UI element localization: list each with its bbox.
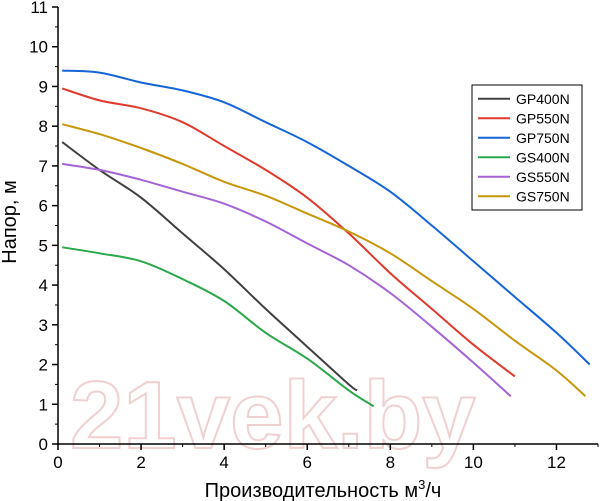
x-tick-label-10: 10 — [464, 453, 483, 472]
legend-label-gs750n: GS750N — [516, 188, 570, 204]
x-tick-label-8: 8 — [386, 453, 395, 472]
y-tick-label-7: 7 — [39, 157, 48, 176]
series-line-gs550n — [62, 162, 512, 398]
x-tick-label-12: 12 — [547, 453, 566, 472]
legend-label-gs400n: GS400N — [516, 149, 570, 165]
y-axis-title: Напор, м — [0, 180, 21, 264]
y-tick-label-4: 4 — [39, 276, 48, 295]
legend-box — [471, 84, 583, 211]
y-tick-label-8: 8 — [39, 117, 48, 136]
watermark: 21vek.by — [70, 362, 476, 469]
y-tick-label-3: 3 — [39, 316, 48, 335]
legend-label-gp750n: GP750N — [516, 130, 570, 146]
y-tick-label-5: 5 — [39, 236, 48, 255]
legend-label-gp400n: GP400N — [516, 91, 570, 107]
y-tick-label-6: 6 — [39, 197, 48, 216]
y-tick-label-11: 11 — [30, 0, 48, 17]
y-tick-label-2: 2 — [39, 356, 48, 375]
series-line-gs400n — [62, 246, 375, 408]
y-tick-label-9: 9 — [39, 77, 48, 96]
series-line-gs750n — [61, 123, 587, 398]
x-tick-label-6: 6 — [302, 453, 311, 472]
legend-label-gs550n: GS550N — [516, 169, 570, 185]
x-tick-label-4: 4 — [219, 453, 228, 472]
y-tick-label-1: 1 — [39, 395, 48, 414]
y-tick-label-10: 10 — [29, 38, 48, 57]
x-axis-title: Производительность м3/ч — [205, 477, 442, 501]
series-line-gp550n — [61, 87, 516, 378]
y-tick-label-0: 0 — [39, 435, 48, 454]
x-tick-label-2: 2 — [136, 453, 145, 472]
series-line-gp750n — [62, 69, 591, 366]
x-tick-label-0: 0 — [53, 453, 62, 472]
legend-label-gp550n: GP550N — [516, 110, 570, 126]
series-line-gp400n — [61, 141, 358, 392]
